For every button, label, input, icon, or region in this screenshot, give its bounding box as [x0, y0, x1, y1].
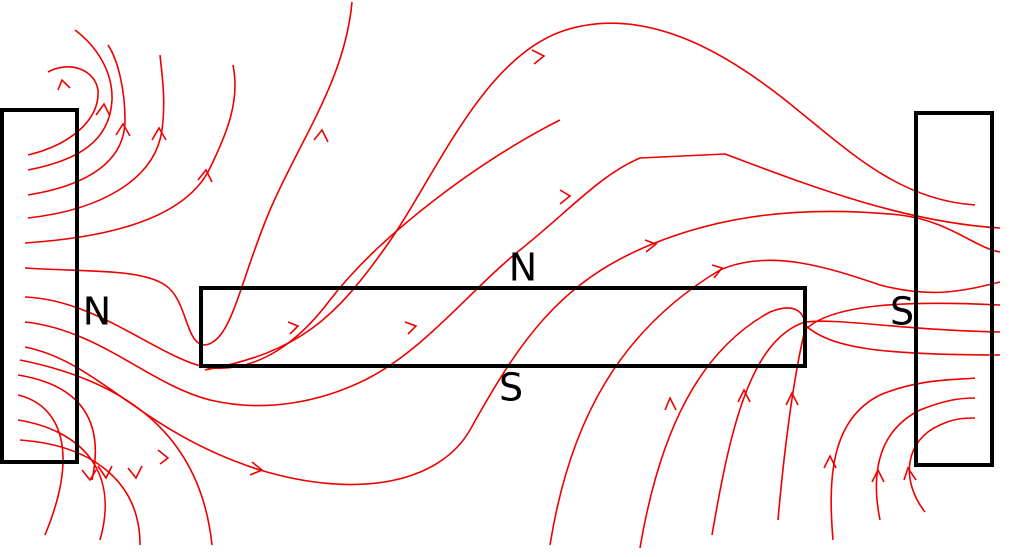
- field-line: [19, 359, 213, 546]
- field-line: [875, 397, 976, 521]
- field-line: [24, 64, 236, 244]
- field-line: [27, 66, 99, 156]
- field-line: [27, 54, 165, 219]
- field-lines: [17, 1, 1001, 549]
- pole-label: N: [83, 290, 111, 334]
- left-magnet: [0, 108, 79, 464]
- arrowhead: [823, 454, 837, 469]
- field-line: [711, 320, 1001, 536]
- arrowhead: [57, 78, 71, 91]
- field-line: [27, 44, 126, 196]
- arrowhead: [249, 461, 264, 476]
- arrowhead: [785, 391, 799, 406]
- pole-label: S: [499, 366, 523, 410]
- arrowhead: [711, 264, 724, 279]
- arrowhead: [644, 239, 658, 253]
- arrowheads: [57, 49, 917, 483]
- arrowhead: [313, 128, 329, 143]
- field-line: [19, 439, 141, 546]
- arrowhead: [127, 465, 143, 480]
- arrowhead: [531, 49, 546, 65]
- field-line: [24, 210, 1001, 486]
- field-line: [17, 394, 64, 536]
- arrowhead: [95, 102, 111, 117]
- arrowhead: [737, 388, 751, 403]
- arrowhead: [157, 449, 170, 465]
- field-line: [24, 119, 561, 370]
- arrowhead: [287, 321, 300, 335]
- arrowhead: [664, 396, 677, 411]
- field-line: [549, 259, 1001, 546]
- field-line: [830, 377, 976, 541]
- arrowhead: [559, 189, 572, 205]
- field-line: [777, 302, 1001, 521]
- field-line: [17, 419, 106, 541]
- field-line: [17, 374, 97, 481]
- field-line: [27, 29, 113, 171]
- field-line: [908, 417, 976, 513]
- pole-label: S: [890, 290, 914, 334]
- arrowhead: [903, 466, 917, 481]
- arrowhead: [404, 321, 418, 335]
- arrowhead: [97, 465, 113, 480]
- right-magnet: [914, 111, 994, 467]
- field-line: [24, 1, 353, 346]
- arrowhead: [871, 468, 885, 483]
- bar-magnet: [199, 286, 807, 368]
- field-line: [24, 153, 1001, 407]
- field-line: [639, 307, 1001, 549]
- pole-label: N: [509, 246, 537, 290]
- arrowhead: [115, 122, 131, 137]
- arrowhead: [151, 126, 167, 141]
- field-line: [204, 22, 976, 371]
- arrowhead: [197, 168, 213, 183]
- arrowhead: [81, 469, 97, 482]
